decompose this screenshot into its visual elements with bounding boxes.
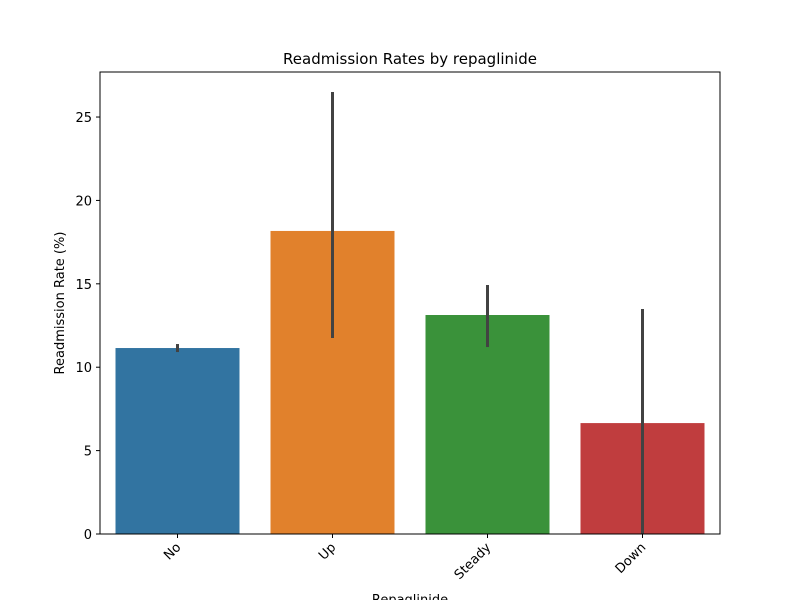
y-tick-label: 5 [84, 445, 92, 460]
y-axis-label: Readmission Rate (%) [53, 232, 68, 375]
x-tick-label: Up [316, 540, 339, 563]
plot-frame [99, 71, 721, 535]
y-tick-label: 15 [75, 278, 92, 293]
y-tick-label: 25 [75, 111, 92, 126]
x-tick-label: No [161, 540, 184, 563]
x-axis-label: Repaglinide [372, 593, 448, 600]
chart-title: Readmission Rates by repaglinide [283, 50, 537, 68]
x-tick-label: Steady [452, 540, 495, 583]
y-tick-label: 0 [84, 528, 92, 543]
bar [425, 315, 550, 534]
y-tick-label: 10 [75, 361, 92, 376]
bar [115, 348, 240, 534]
y-tick-label: 20 [75, 194, 92, 209]
x-tick-label: Down [613, 540, 650, 577]
